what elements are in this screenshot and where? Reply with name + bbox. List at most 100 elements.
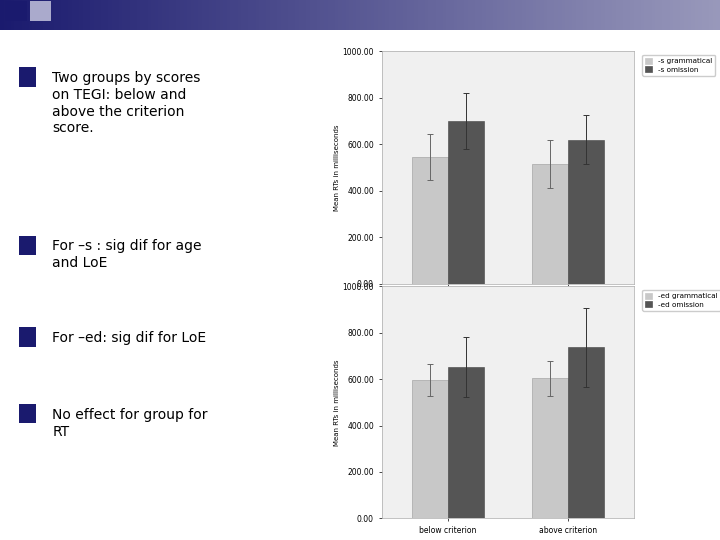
Bar [641,0,644,30]
Bar [32,0,36,30]
Bar [490,0,493,30]
Bar [19,404,35,423]
Bar [601,0,605,30]
Bar [252,0,256,30]
Bar [7,0,11,30]
Bar [533,0,536,30]
Bar [202,0,205,30]
Bar [0,0,4,30]
Bar [173,0,176,30]
Bar [25,0,29,30]
Bar [698,0,702,30]
Bar [567,347,603,518]
Bar [670,0,673,30]
Bar [158,0,162,30]
Bar [662,0,666,30]
Bar [531,379,567,518]
Bar [623,0,626,30]
Bar [241,0,245,30]
Bar [389,0,392,30]
Bar [392,0,396,30]
Bar [216,0,220,30]
Bar [472,0,475,30]
Bar [464,0,468,30]
Bar [680,0,684,30]
Bar [144,0,148,30]
Bar [412,157,448,284]
Bar [479,0,482,30]
Bar [583,0,587,30]
Bar [448,121,484,284]
Bar [425,0,428,30]
Bar [151,0,155,30]
Bar [396,0,400,30]
Bar [569,0,572,30]
Bar [263,0,266,30]
Bar [176,0,180,30]
Bar [594,0,598,30]
Bar [19,235,35,255]
Bar [166,0,169,30]
Bar [29,0,32,30]
Text: Two groups by scores
on TEGI: below and
above the criterion
score.: Two groups by scores on TEGI: below and … [53,71,201,136]
Bar [295,0,299,30]
Bar [626,0,630,30]
Y-axis label: Mean RTs in milliseconds: Mean RTs in milliseconds [333,124,340,211]
Bar [335,0,338,30]
Bar [547,0,551,30]
Bar [40,0,43,30]
Bar [400,0,403,30]
Bar [277,0,281,30]
Bar [709,0,713,30]
Bar [270,0,274,30]
Bar [454,0,457,30]
Bar [184,0,187,30]
Bar [554,0,558,30]
Text: For –ed: sig dif for LoE: For –ed: sig dif for LoE [53,331,207,345]
Bar [529,0,533,30]
Bar [238,0,241,30]
Bar [130,0,133,30]
Bar [673,0,677,30]
Bar [50,0,54,30]
Bar [644,0,648,30]
Bar [5,2,27,21]
Bar [522,0,526,30]
Bar [634,0,637,30]
Bar [14,0,18,30]
Bar [518,0,522,30]
Bar [428,0,432,30]
Bar [169,0,173,30]
Bar [691,0,695,30]
Bar [648,0,652,30]
Bar [324,0,328,30]
Bar [245,0,248,30]
Bar [526,0,529,30]
Bar [356,0,360,30]
Bar [104,0,108,30]
Bar [292,0,295,30]
Bar [61,0,65,30]
Bar [637,0,641,30]
Bar [180,0,184,30]
Bar [248,0,252,30]
Bar [54,0,58,30]
Bar [493,0,497,30]
Bar [76,0,79,30]
Bar [612,0,616,30]
Bar [223,0,227,30]
Bar [716,0,720,30]
Bar [317,0,320,30]
Bar [688,0,691,30]
Bar [302,0,306,30]
Bar [558,0,562,30]
Bar [58,0,61,30]
Bar [346,0,349,30]
Bar [432,0,436,30]
Bar [112,0,115,30]
Bar [338,0,342,30]
Bar [68,0,72,30]
Bar [94,0,97,30]
Bar [234,0,238,30]
Bar [587,0,590,30]
